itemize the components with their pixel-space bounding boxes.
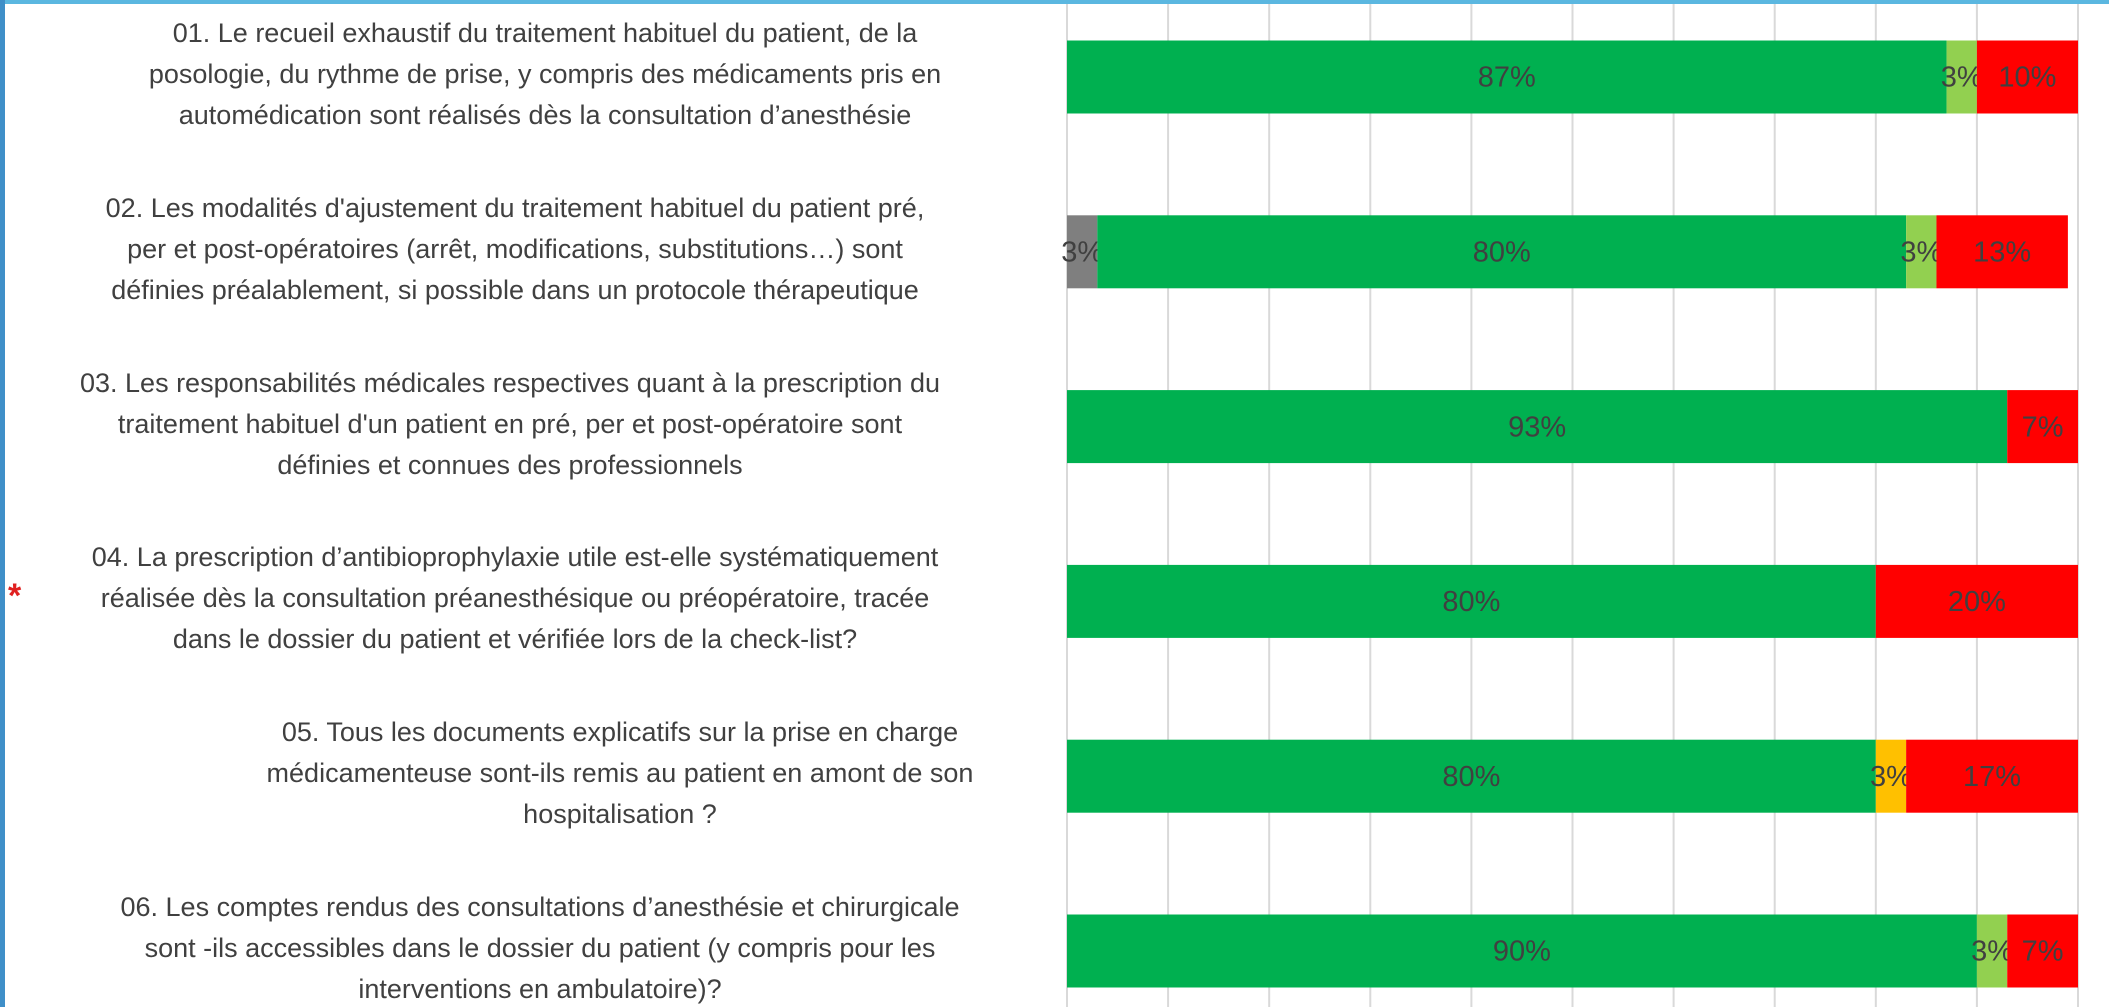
frame-left	[0, 0, 5, 1007]
bar-segment	[1067, 390, 2008, 464]
value-label: 93%	[1508, 411, 1566, 443]
value-label: 10%	[1998, 62, 2056, 94]
value-label: 13%	[1973, 236, 2031, 268]
value-label: 3%	[1941, 62, 1983, 94]
value-label: 20%	[1948, 586, 2006, 618]
frame-top	[0, 0, 2109, 4]
category-label: 06. Les comptes rendus des consultations…	[120, 892, 960, 1004]
value-label: 80%	[1473, 236, 1531, 268]
bar-segment	[1067, 914, 1977, 988]
bar-segment	[1976, 40, 2078, 114]
value-label: 90%	[1493, 936, 1551, 968]
value-label: 17%	[1963, 761, 2021, 793]
value-label: 3%	[1900, 236, 1942, 268]
category-label: 05. Tous les documents explicatifs sur l…	[266, 717, 974, 830]
value-label: 7%	[2022, 936, 2064, 968]
bar-segment	[1976, 914, 2008, 988]
value-label: 80%	[1442, 586, 1500, 618]
value-label: 87%	[1478, 62, 1536, 94]
value-label: 80%	[1442, 761, 1500, 793]
bar-segment	[1946, 40, 1977, 114]
category-label: 04. La prescription d’antibioprophylaxie…	[91, 542, 939, 655]
bar-segment	[1067, 564, 1876, 638]
category-label: 02. Les modalités d'ajustement du traite…	[105, 192, 925, 305]
value-label: 3%	[1971, 936, 2013, 968]
value-label: 7%	[2022, 411, 2064, 443]
annotation: *	[8, 577, 22, 616]
bar-segment	[2007, 390, 2078, 464]
bar-segment	[1067, 40, 1947, 114]
value-label: 3%	[1061, 236, 1103, 268]
bar-segment	[1875, 739, 1907, 813]
bar-segment	[1906, 215, 1937, 289]
bar-segment	[1067, 215, 1098, 289]
bar-segment	[1936, 215, 2068, 289]
category-label: 03. Les responsabilités médicales respec…	[80, 367, 940, 480]
value-label: 3%	[1870, 761, 1912, 793]
bar-segment	[1906, 739, 2078, 813]
bar-segment	[1067, 739, 1876, 813]
bar-segment	[1875, 564, 2078, 638]
category-label: 01. Le recueil exhaustif du traitement h…	[148, 18, 942, 130]
bar-segment	[1097, 215, 1907, 289]
bar-segment	[2007, 914, 2078, 988]
